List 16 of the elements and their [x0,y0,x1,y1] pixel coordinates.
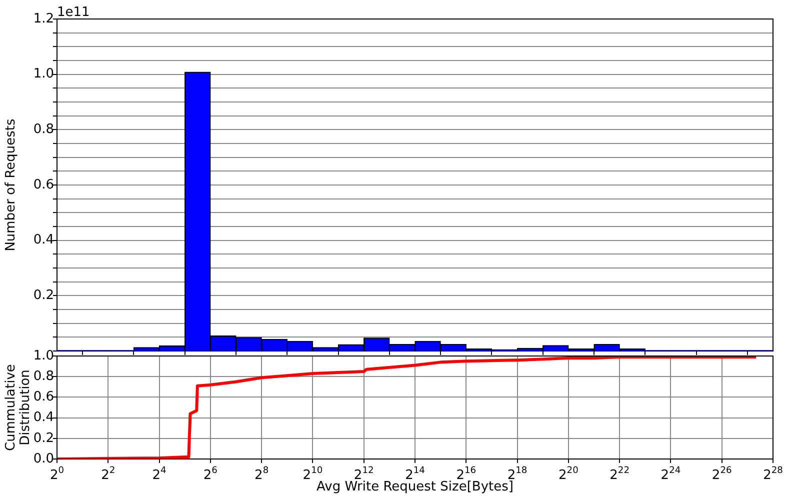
y-tick-label: 0.2 [33,430,54,446]
annotation: 1e11 [57,5,90,20]
y-tick-label: 0.4 [33,232,54,248]
y-tick-label: 0.2 [33,288,54,304]
y-tick-label: 0.8 [33,368,54,384]
y-tick-label: 1.0 [33,348,54,364]
y-axis-title: Number of Requests [4,118,19,252]
y-axis-title: Cummulative Distribution [4,364,33,451]
y-tick-label: 1.0 [33,66,54,82]
y-tick-label: 0.0 [33,451,54,466]
y-tick-label: 1.2 [33,11,54,26]
y-tick-label: 0.8 [33,122,54,138]
x-axis-title: Avg Write Request Size[Bytes] [316,480,514,495]
y-tick-label: 0.6 [33,177,54,192]
y-tick-label: 0.4 [33,410,54,426]
y-tick-label: 0.6 [33,390,54,405]
